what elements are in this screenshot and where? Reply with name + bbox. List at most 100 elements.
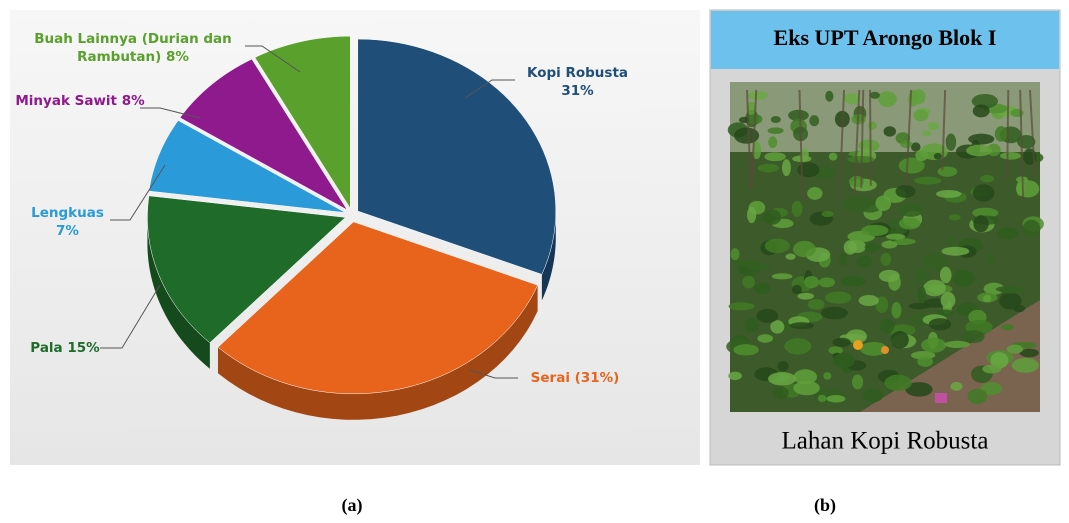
photo-leaf	[875, 195, 892, 212]
photo-leaf	[757, 163, 780, 173]
leader-line	[100, 284, 161, 349]
photo-leaf	[972, 207, 999, 219]
photo-trunk	[798, 89, 804, 201]
photo-leaf	[972, 104, 990, 118]
photo-leaf	[841, 276, 866, 287]
photo-leaf	[743, 317, 760, 333]
photo-leaf	[885, 233, 906, 240]
photo-leaf	[746, 101, 757, 116]
photo-leaf	[972, 184, 995, 202]
photo-trunk	[869, 89, 872, 186]
slice	[148, 120, 346, 213]
photo-leaf	[1000, 324, 1015, 331]
photo-leaf	[891, 301, 902, 319]
photo-leaf	[890, 330, 909, 349]
photo-leaf	[733, 344, 759, 356]
photo-leaf	[1019, 348, 1039, 358]
photo-leaf	[923, 279, 946, 297]
subfigure-label: (a)	[342, 495, 363, 516]
photo-title-bar	[711, 11, 1059, 69]
photo-leaf	[817, 394, 827, 403]
photo-leaf	[770, 115, 781, 123]
photo-leaf	[846, 329, 868, 344]
photo-trunk	[838, 89, 846, 200]
photo-leaf	[898, 217, 921, 230]
photo-leaf	[793, 380, 820, 396]
photo-trunk	[1029, 89, 1036, 178]
photo-leaf	[800, 148, 809, 162]
photo	[726, 82, 1044, 412]
photo-leaf	[933, 153, 942, 160]
photo-trunk	[853, 89, 861, 194]
photo-leaf	[880, 252, 892, 266]
category-label: Minyak Sawit	[15, 93, 118, 109]
photo-leaf	[948, 214, 961, 221]
photo-leaf	[754, 282, 771, 295]
photo-leaf	[895, 185, 916, 198]
photo-leaf	[818, 277, 836, 288]
photo-leaf	[763, 209, 782, 225]
photo-leaf	[922, 253, 948, 271]
photo-leaf	[937, 166, 958, 177]
value-label: 31%	[561, 83, 594, 99]
photo-leaf	[935, 189, 962, 198]
pie	[147, 35, 557, 420]
category-label: Pala	[30, 340, 63, 356]
category-label: Lengkuas	[31, 205, 104, 221]
slice-label: Kopi Robusta 31%	[515, 64, 640, 100]
photo-trunk	[746, 89, 752, 190]
photo-leaf	[858, 295, 879, 306]
subfigure-label: (b)	[814, 495, 836, 516]
photo-leaf	[945, 133, 957, 151]
slice-label: Lengkuas 7%	[20, 204, 115, 240]
photo-leaf	[999, 285, 1025, 294]
value-label: 8%	[165, 49, 189, 65]
photo-leaf	[879, 318, 895, 334]
photo-leaf	[733, 127, 760, 144]
photo-title: Eks UPT Arongo Blok I	[774, 25, 997, 50]
photo-leaf	[832, 337, 851, 347]
photo-leaf	[950, 381, 963, 391]
photo-leaf	[861, 224, 889, 237]
photo-leaf	[784, 338, 812, 355]
photo-leaf	[843, 240, 857, 255]
photo-leaf	[742, 275, 755, 289]
photo-leaf	[962, 330, 985, 344]
slice	[254, 35, 351, 210]
photo-leaf	[820, 306, 848, 320]
photo-leaf	[858, 139, 880, 152]
leader-line	[464, 79, 515, 99]
photo-leaf	[994, 126, 1008, 142]
photo-leaf	[900, 140, 913, 148]
photo-trunk	[1006, 89, 1010, 178]
photo-leaf	[999, 292, 1022, 310]
photo-leaf	[767, 127, 784, 134]
photo-leaf	[771, 273, 793, 280]
photo-leaf	[940, 291, 956, 309]
photo-leaf	[884, 374, 912, 391]
photo-leaf	[770, 320, 785, 334]
photo-leaf	[793, 369, 818, 385]
leader-line	[469, 369, 518, 379]
value-label: (31%)	[574, 370, 620, 386]
slice	[179, 58, 348, 211]
photo-leaf	[862, 388, 883, 403]
photo-leaf	[764, 238, 790, 254]
photo-leaf	[785, 253, 796, 260]
photo-leaf	[966, 144, 993, 157]
photo-leaf	[1022, 219, 1041, 238]
photo-leaf	[823, 372, 832, 380]
photo-leaf	[745, 263, 773, 271]
leader-line	[110, 164, 166, 221]
photo-leaf	[883, 126, 896, 137]
photo-leaf	[996, 227, 1020, 240]
photo-leaf	[824, 291, 852, 304]
photo-leaf	[843, 93, 860, 105]
photo-leaf	[1011, 357, 1039, 373]
photo-leaf	[738, 116, 749, 124]
photo-leaf	[878, 269, 900, 282]
photo-leaf	[911, 142, 921, 152]
photo-leaf	[928, 318, 952, 331]
slice-label: Serai (31%)	[520, 369, 630, 387]
photo-leaf	[980, 174, 995, 183]
